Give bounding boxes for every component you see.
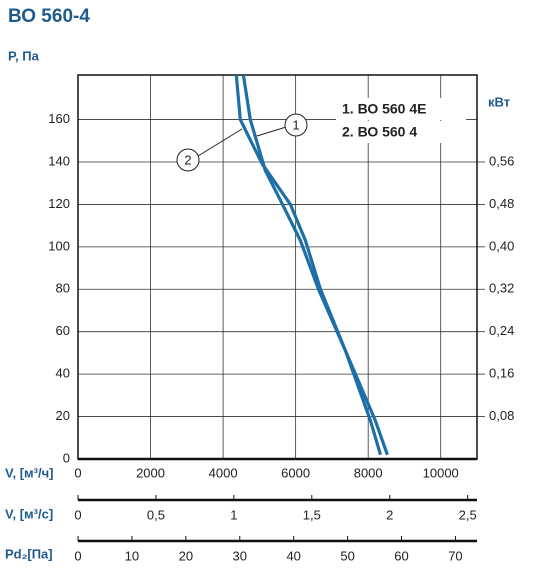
y-tick-label: 140 <box>48 153 70 168</box>
legend-bg <box>336 121 466 143</box>
x-tick-label: 0,5 <box>147 507 165 522</box>
y-axis-label: P, Па <box>8 48 40 63</box>
x-tick-label: 8000 <box>354 465 383 480</box>
callout-circle <box>284 113 308 137</box>
callout-line <box>197 128 243 157</box>
x-tick-label: 70 <box>448 548 462 563</box>
x3-axis-label: Pd₂[Па] <box>5 546 53 561</box>
y-tick-label: 20 <box>56 408 70 423</box>
x-tick-label: 6000 <box>281 465 310 480</box>
legend-bg <box>336 98 466 120</box>
x-tick-label: 4000 <box>209 465 238 480</box>
y2-tick-label: 0,16 <box>489 366 514 381</box>
curve <box>234 74 383 456</box>
callout-line <box>256 126 287 137</box>
y2-tick-label: 0,56 <box>489 153 514 168</box>
y-tick-label: 120 <box>48 196 70 211</box>
x-tick-label: 1,5 <box>303 507 321 522</box>
x-tick-label: 50 <box>340 548 354 563</box>
chart-title: ВО 560-4 <box>8 6 90 27</box>
y2-tick-label: 0,48 <box>489 196 514 211</box>
x-tick-label: 30 <box>233 548 247 563</box>
x-tick-label: 0 <box>74 465 81 480</box>
y2-tick-label: 0,24 <box>489 323 514 338</box>
y-tick-label: 80 <box>56 281 70 296</box>
legend-label: 1. ВО 560 4Е <box>342 101 426 117</box>
y-tick-label: 60 <box>56 323 70 338</box>
x-tick-label: 40 <box>286 548 300 563</box>
y-tick-label: 40 <box>56 366 70 381</box>
y2-axis-label: кВт <box>488 94 510 109</box>
callout-label: 1 <box>292 117 299 132</box>
x-axis-label: V, [м³/ч] <box>5 465 53 480</box>
y-tick-label: 100 <box>48 238 70 253</box>
callout-label: 2 <box>184 152 191 167</box>
legend-label: 2. ВО 560 4 <box>342 124 417 140</box>
y2-tick-label: 0,40 <box>489 238 514 253</box>
x-tick-label: 2000 <box>136 465 165 480</box>
y2-tick-label: 0,08 <box>489 408 514 423</box>
y-tick-label: 160 <box>48 111 70 126</box>
callout-circle <box>176 148 200 172</box>
y2-tick-label: 0,32 <box>489 281 514 296</box>
x-tick-label: 2 <box>386 507 393 522</box>
y-tick-label: 0 <box>63 450 70 465</box>
x-tick-label: 10000 <box>423 465 459 480</box>
x-tick-label: 0 <box>74 507 81 522</box>
x-tick-label: 0 <box>74 548 81 563</box>
x-tick-label: 20 <box>179 548 193 563</box>
x-tick-label: 2,5 <box>459 507 477 522</box>
x-tick-label: 10 <box>125 548 139 563</box>
x2-axis-label: V, [м³/с] <box>5 506 53 521</box>
curve <box>241 74 389 456</box>
x-tick-label: 1 <box>230 507 237 522</box>
x-tick-label: 60 <box>394 548 408 563</box>
